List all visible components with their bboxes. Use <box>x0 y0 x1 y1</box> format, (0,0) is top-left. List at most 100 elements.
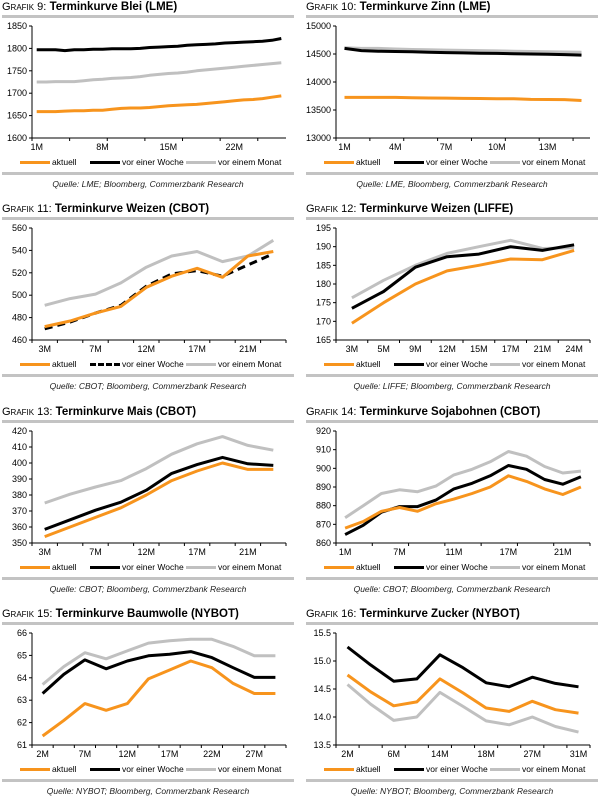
chart-panel: Grafik 12: Terminkurve Weizen (LIFFE) 16… <box>306 202 598 395</box>
y-tick-label: 400 <box>12 458 27 468</box>
y-tick-label: 1700 <box>7 88 27 98</box>
series-vor-einer-woche <box>344 464 582 536</box>
legend-label: vor einer Woche <box>122 359 184 369</box>
legend-label: vor einer Woche <box>122 562 184 572</box>
legend-label: vor einer Woche <box>426 157 488 167</box>
legend-label: vor einer Woche <box>426 562 488 572</box>
y-tick-label: 500 <box>12 290 27 300</box>
legend-label: aktuell <box>356 562 381 572</box>
y-tick-label: 540 <box>12 245 27 255</box>
legend: aktuell vor einer Woche vor einem Monat <box>2 356 294 374</box>
y-tick-label: 880 <box>316 501 331 511</box>
legend-item-woche: vor einer Woche <box>394 562 488 572</box>
legend-swatch <box>186 565 216 569</box>
series-vor-einer-woche <box>44 455 274 531</box>
legend-item-monat: vor einem Monat <box>186 157 281 167</box>
y-tick-label: 13000 <box>306 133 331 143</box>
legend-label: vor einem Monat <box>522 562 586 572</box>
legend-swatch <box>186 767 216 771</box>
legend-label: vor einem Monat <box>218 157 282 167</box>
chart-number: Grafik 12: <box>306 203 357 215</box>
series-vor-einem-monat <box>44 239 275 307</box>
legend-item-monat: vor einem Monat <box>186 764 281 774</box>
series-vor-einem-monat <box>41 637 276 686</box>
legend-swatch <box>186 362 216 366</box>
x-tick-label: 12M <box>138 344 156 354</box>
line-chart: 860 870 880 890 900 910 920 1M 7M 11M 17M 21M <box>316 426 591 557</box>
legend-label: aktuell <box>356 157 381 167</box>
chart-number: Grafik 10: <box>306 1 357 13</box>
legend: aktuell vor einer Woche vor einem Monat <box>306 154 598 172</box>
legend-item-woche: vor einer Woche <box>90 359 184 369</box>
x-tick-label: 18M <box>477 749 495 759</box>
legend-swatch <box>394 767 424 771</box>
x-tick-label: 27M <box>245 749 263 759</box>
y-tick-label: 170 <box>316 316 331 326</box>
series-aktuell <box>36 94 282 114</box>
series-vor-einem-monat <box>351 238 575 300</box>
legend-label: vor einem Monat <box>218 359 282 369</box>
series-aktuell <box>346 673 579 715</box>
title-divider <box>2 15 294 18</box>
x-tick-label: 2M <box>341 749 354 759</box>
y-tick-label: 380 <box>12 490 27 500</box>
y-tick-label: 900 <box>316 463 331 473</box>
chart-title: Grafik 10: Terminkurve Zinn (LME) <box>306 0 598 15</box>
legend: aktuell vor einer Woche vor einem Monat <box>2 559 294 577</box>
series-vor-einer-woche <box>36 37 282 53</box>
chart-number: Grafik 15: <box>2 608 53 620</box>
y-tick-label: 1650 <box>7 111 27 121</box>
legend-item-aktuell: aktuell <box>324 359 381 369</box>
x-tick-label: 24M <box>565 344 583 354</box>
legend-label: vor einem Monat <box>218 562 282 572</box>
chart-source: Quelle: NYBOT; Bloomberg, Commerzbank Re… <box>46 786 250 796</box>
legend-swatch <box>90 565 120 569</box>
y-tick-label: 920 <box>316 426 331 436</box>
y-tick-label: 61 <box>17 740 27 750</box>
plot-area: 13.5 14.0 14.5 15.0 15.5 2M 6M 14M 18M 27M 31M <box>306 625 598 761</box>
y-tick-label: 350 <box>12 538 27 548</box>
chart-title-text: Terminkurve Weizen (LIFFE) <box>359 203 514 215</box>
legend-label: aktuell <box>52 359 77 369</box>
y-tick-label: 910 <box>316 445 331 455</box>
x-tick-label: 5M <box>377 344 390 354</box>
chart-title: Grafik 14: Terminkurve Sojabohnen (CBOT) <box>306 405 598 420</box>
chart-source: Quelle: LME; Bloomberg, Commerzbank Rese… <box>52 179 244 189</box>
y-tick-label: 195 <box>316 223 331 233</box>
legend-swatch <box>394 362 424 366</box>
series-aktuell <box>44 461 274 539</box>
y-tick-label: 860 <box>316 538 331 548</box>
x-tick-label: 7M <box>440 142 453 152</box>
series-aktuell <box>351 248 575 325</box>
x-tick-label: 7M <box>89 547 102 557</box>
y-tick-label: 66 <box>17 628 27 638</box>
title-divider <box>2 420 294 423</box>
legend-divider <box>306 577 598 580</box>
chart-number: Grafik 13: <box>2 406 53 418</box>
legend: aktuell vor einer Woche vor einem Monat <box>306 559 598 577</box>
line-chart: 350 360 370 380 390 400 410 420 3M 7M 12M 17M 21M <box>12 426 287 557</box>
y-tick-label: 1600 <box>7 133 27 143</box>
legend-swatch <box>490 362 520 366</box>
legend-item-monat: vor einem Monat <box>490 359 585 369</box>
series-vor-einer-woche <box>344 46 582 57</box>
legend-item-monat: vor einem Monat <box>186 562 281 572</box>
x-tick-label: 1M <box>30 142 43 152</box>
x-tick-label: 10M <box>488 142 506 152</box>
legend-label: vor einem Monat <box>522 157 586 167</box>
plot-area: 61 62 63 64 65 66 2M 7M 12M 17M 22M 27M <box>2 625 294 761</box>
legend-label: vor einer Woche <box>426 764 488 774</box>
y-tick-label: 13500 <box>306 105 331 115</box>
y-tick-label: 15.5 <box>313 628 331 638</box>
chart-source: Quelle: LIFFE; Bloomberg, Commerzbank Re… <box>353 381 551 391</box>
y-tick-label: 14000 <box>306 77 331 87</box>
title-divider <box>306 622 598 625</box>
legend-item-woche: vor einer Woche <box>394 359 488 369</box>
series-vor-einer-woche <box>41 650 276 695</box>
y-tick-label: 15.0 <box>313 656 331 666</box>
legend-label: aktuell <box>356 359 381 369</box>
series-aktuell <box>344 95 582 102</box>
legend-swatch <box>394 565 424 569</box>
series-vor-einem-monat <box>346 683 579 734</box>
y-tick-label: 175 <box>316 298 331 308</box>
